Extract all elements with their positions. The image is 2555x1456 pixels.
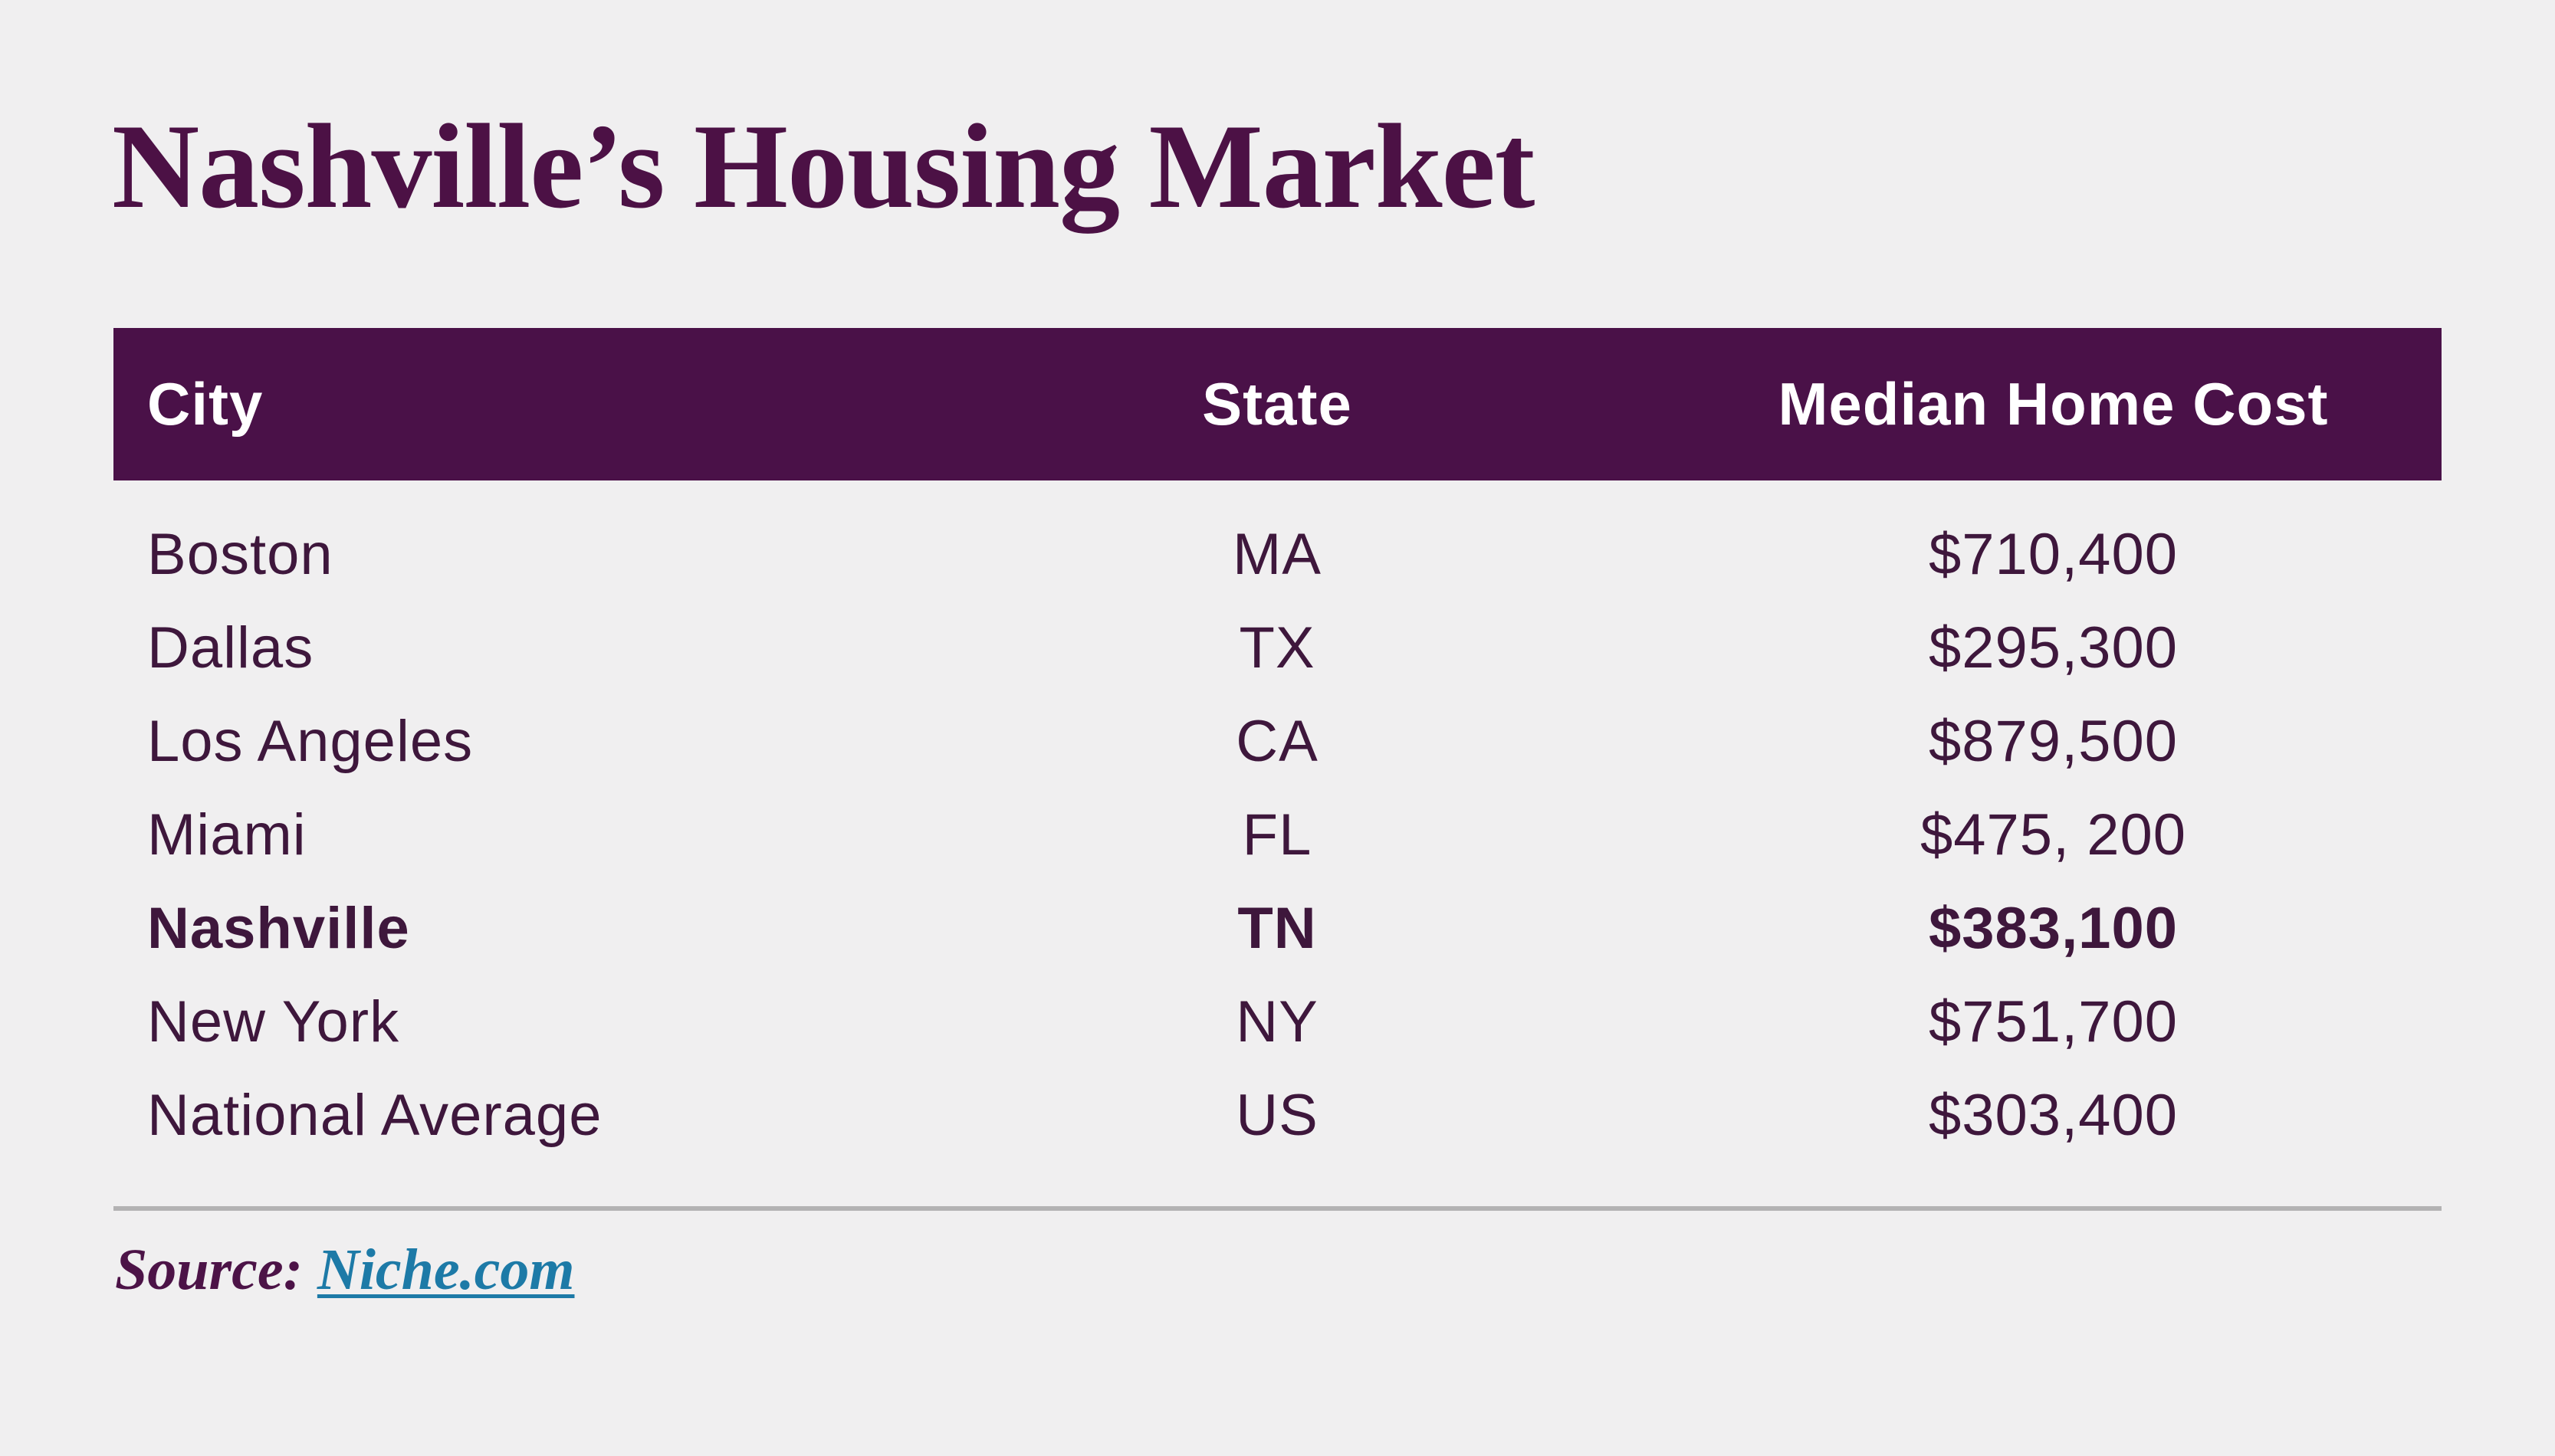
state-cell: FL (1242, 802, 1312, 867)
column-header-median-home-cost: Median Home Cost (1665, 328, 2442, 480)
cost-cell: $303,400 (1929, 1083, 2178, 1148)
cost-cell: $295,300 (1929, 615, 2178, 680)
housing-market-table: City State Median Home Cost Boston MA $7… (113, 328, 2442, 1163)
table-row-dallas: Dallas TX $295,300 (113, 602, 2442, 695)
city-cell: New York (147, 989, 400, 1054)
city-cell: National Average (147, 1083, 603, 1148)
city-cell: Nashville (147, 896, 410, 961)
source-label: Source: (115, 1238, 303, 1302)
state-cell: TX (1239, 615, 1315, 680)
state-cell: NY (1236, 989, 1319, 1054)
table-row-boston: Boston MA $710,400 (113, 480, 2442, 602)
table-header-row: City State Median Home Cost (113, 328, 2442, 480)
city-cell: Dallas (147, 615, 314, 680)
niche-link[interactable]: Niche.com (317, 1238, 575, 1302)
state-cell: US (1236, 1083, 1319, 1148)
cost-cell: $383,100 (1929, 896, 2178, 961)
table-row-nashville: Nashville TN $383,100 (113, 882, 2442, 976)
cost-cell: $751,700 (1929, 989, 2178, 1054)
cost-cell: $710,400 (1929, 522, 2178, 587)
cost-cell: $879,500 (1929, 709, 2178, 774)
table-row-national-average: National Average US $303,400 (113, 1069, 2442, 1163)
state-cell: MA (1233, 522, 1322, 587)
column-header-city: City (113, 328, 889, 480)
column-header-state: State (889, 328, 1665, 480)
source-line: Source: Niche.com (115, 1235, 574, 1305)
city-cell: Los Angeles (147, 709, 474, 774)
footer-divider-line (113, 1206, 2442, 1211)
table-row-miami: Miami FL $475, 200 (113, 789, 2442, 882)
table-row-new-york: New York NY $751,700 (113, 976, 2442, 1069)
table-row-los-angeles: Los Angeles CA $879,500 (113, 695, 2442, 789)
state-cell: CA (1236, 709, 1319, 774)
page-title: Nashville’s Housing Market (112, 100, 1535, 234)
cost-cell: $475, 200 (1920, 802, 2187, 867)
state-cell: TN (1237, 896, 1317, 961)
city-cell: Boston (147, 522, 333, 587)
city-cell: Miami (147, 802, 307, 867)
